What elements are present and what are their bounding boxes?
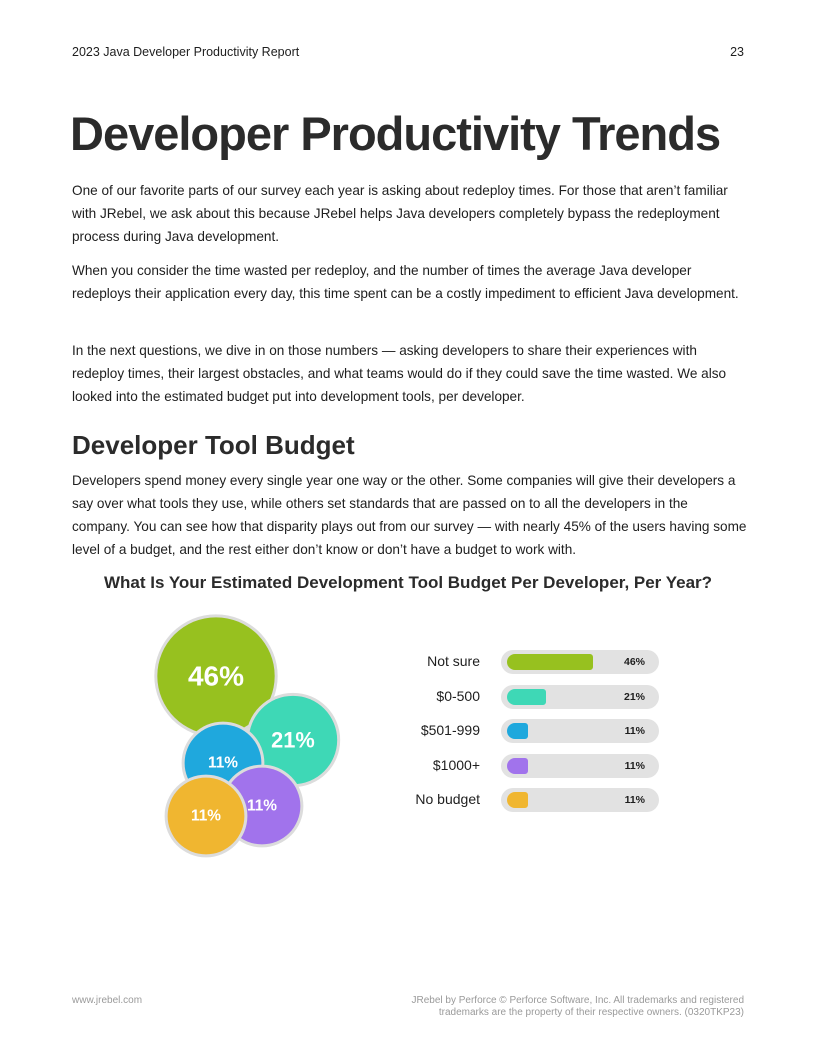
- bubble-ring-4: [164, 774, 248, 858]
- bar-track: 11%: [501, 719, 659, 743]
- bubble-4: [167, 777, 245, 855]
- bar-fill: [507, 792, 528, 808]
- bar-label: $501-999: [420, 722, 480, 738]
- intro-paragraph-1: One of our favorite parts of our survey …: [72, 183, 728, 244]
- bar-value-label: 11%: [624, 725, 645, 737]
- page-title: Developer Productivity Trends: [70, 107, 721, 160]
- section-title: Developer Tool Budget: [72, 430, 355, 460]
- bubble-ring-0: [154, 614, 278, 738]
- chart-title: What Is Your Estimated Development Tool …: [103, 573, 713, 592]
- bar-value-label: 11%: [624, 759, 645, 772]
- report-title: 2023 Java Developer Productivity Report: [72, 45, 300, 59]
- bar-row: $1000+ 11%: [380, 753, 670, 778]
- bar-fill: [507, 654, 593, 670]
- bar-row: $0-500 21%: [380, 684, 670, 709]
- intro-paragraph-3: In the next questions, we dive in on tho…: [72, 343, 727, 404]
- bar-fill: [507, 757, 528, 774]
- bubble-label-3: 11%: [247, 798, 277, 815]
- page-number: 23: [730, 45, 744, 59]
- footer-legal: JRebel by Perforce © Perforce Software, …: [384, 995, 744, 1019]
- bubble-0: [157, 617, 275, 735]
- bar-label: $0-500: [436, 687, 480, 704]
- bar-track: 21%: [501, 684, 659, 709]
- bar-label: Not sure: [427, 653, 480, 669]
- section-paragraph: Developers spend money every single year…: [72, 473, 747, 557]
- bar-label: $1000+: [432, 756, 480, 773]
- bubble-label-4: 11%: [191, 808, 221, 825]
- bubble-label-1: 21%: [271, 728, 315, 753]
- bubble-3: [223, 767, 301, 845]
- bar-value-label: 46%: [623, 656, 645, 668]
- bar-fill: [507, 723, 528, 739]
- bar-row: $501-999 11%: [380, 719, 670, 743]
- bar-track: 46%: [501, 650, 659, 674]
- running-header: 2023 Java Developer Productivity Report …: [72, 45, 744, 59]
- footer-legal-line-1: JRebel by Perforce © Perforce Software, …: [411, 995, 744, 1006]
- bar-track: 11%: [501, 788, 659, 812]
- bubble-ring-2: [181, 721, 265, 805]
- bubble-label-0: 46%: [188, 661, 244, 692]
- footer-url[interactable]: www.jrebel.com: [72, 995, 143, 1006]
- bar-row: No budget 11%: [380, 788, 670, 812]
- bubble-1: [248, 695, 338, 785]
- bubble-ring-1: [245, 692, 341, 788]
- bubble-2: [184, 724, 262, 802]
- bar-fill: [507, 688, 547, 705]
- bubble-label-2: 11%: [208, 755, 238, 772]
- intro-paragraph-2: When you consider the time wasted per re…: [72, 263, 739, 301]
- bubble-ring-3: [220, 764, 304, 848]
- bar-row: Not sure 46%: [380, 650, 670, 674]
- bar-value-label: 21%: [623, 690, 645, 703]
- bar-value-label: 11%: [624, 794, 645, 806]
- bar-track: 11%: [501, 753, 659, 778]
- bar-label: No budget: [415, 791, 480, 807]
- footer-legal-line-2: trademarks are the property of their res…: [438, 1007, 744, 1018]
